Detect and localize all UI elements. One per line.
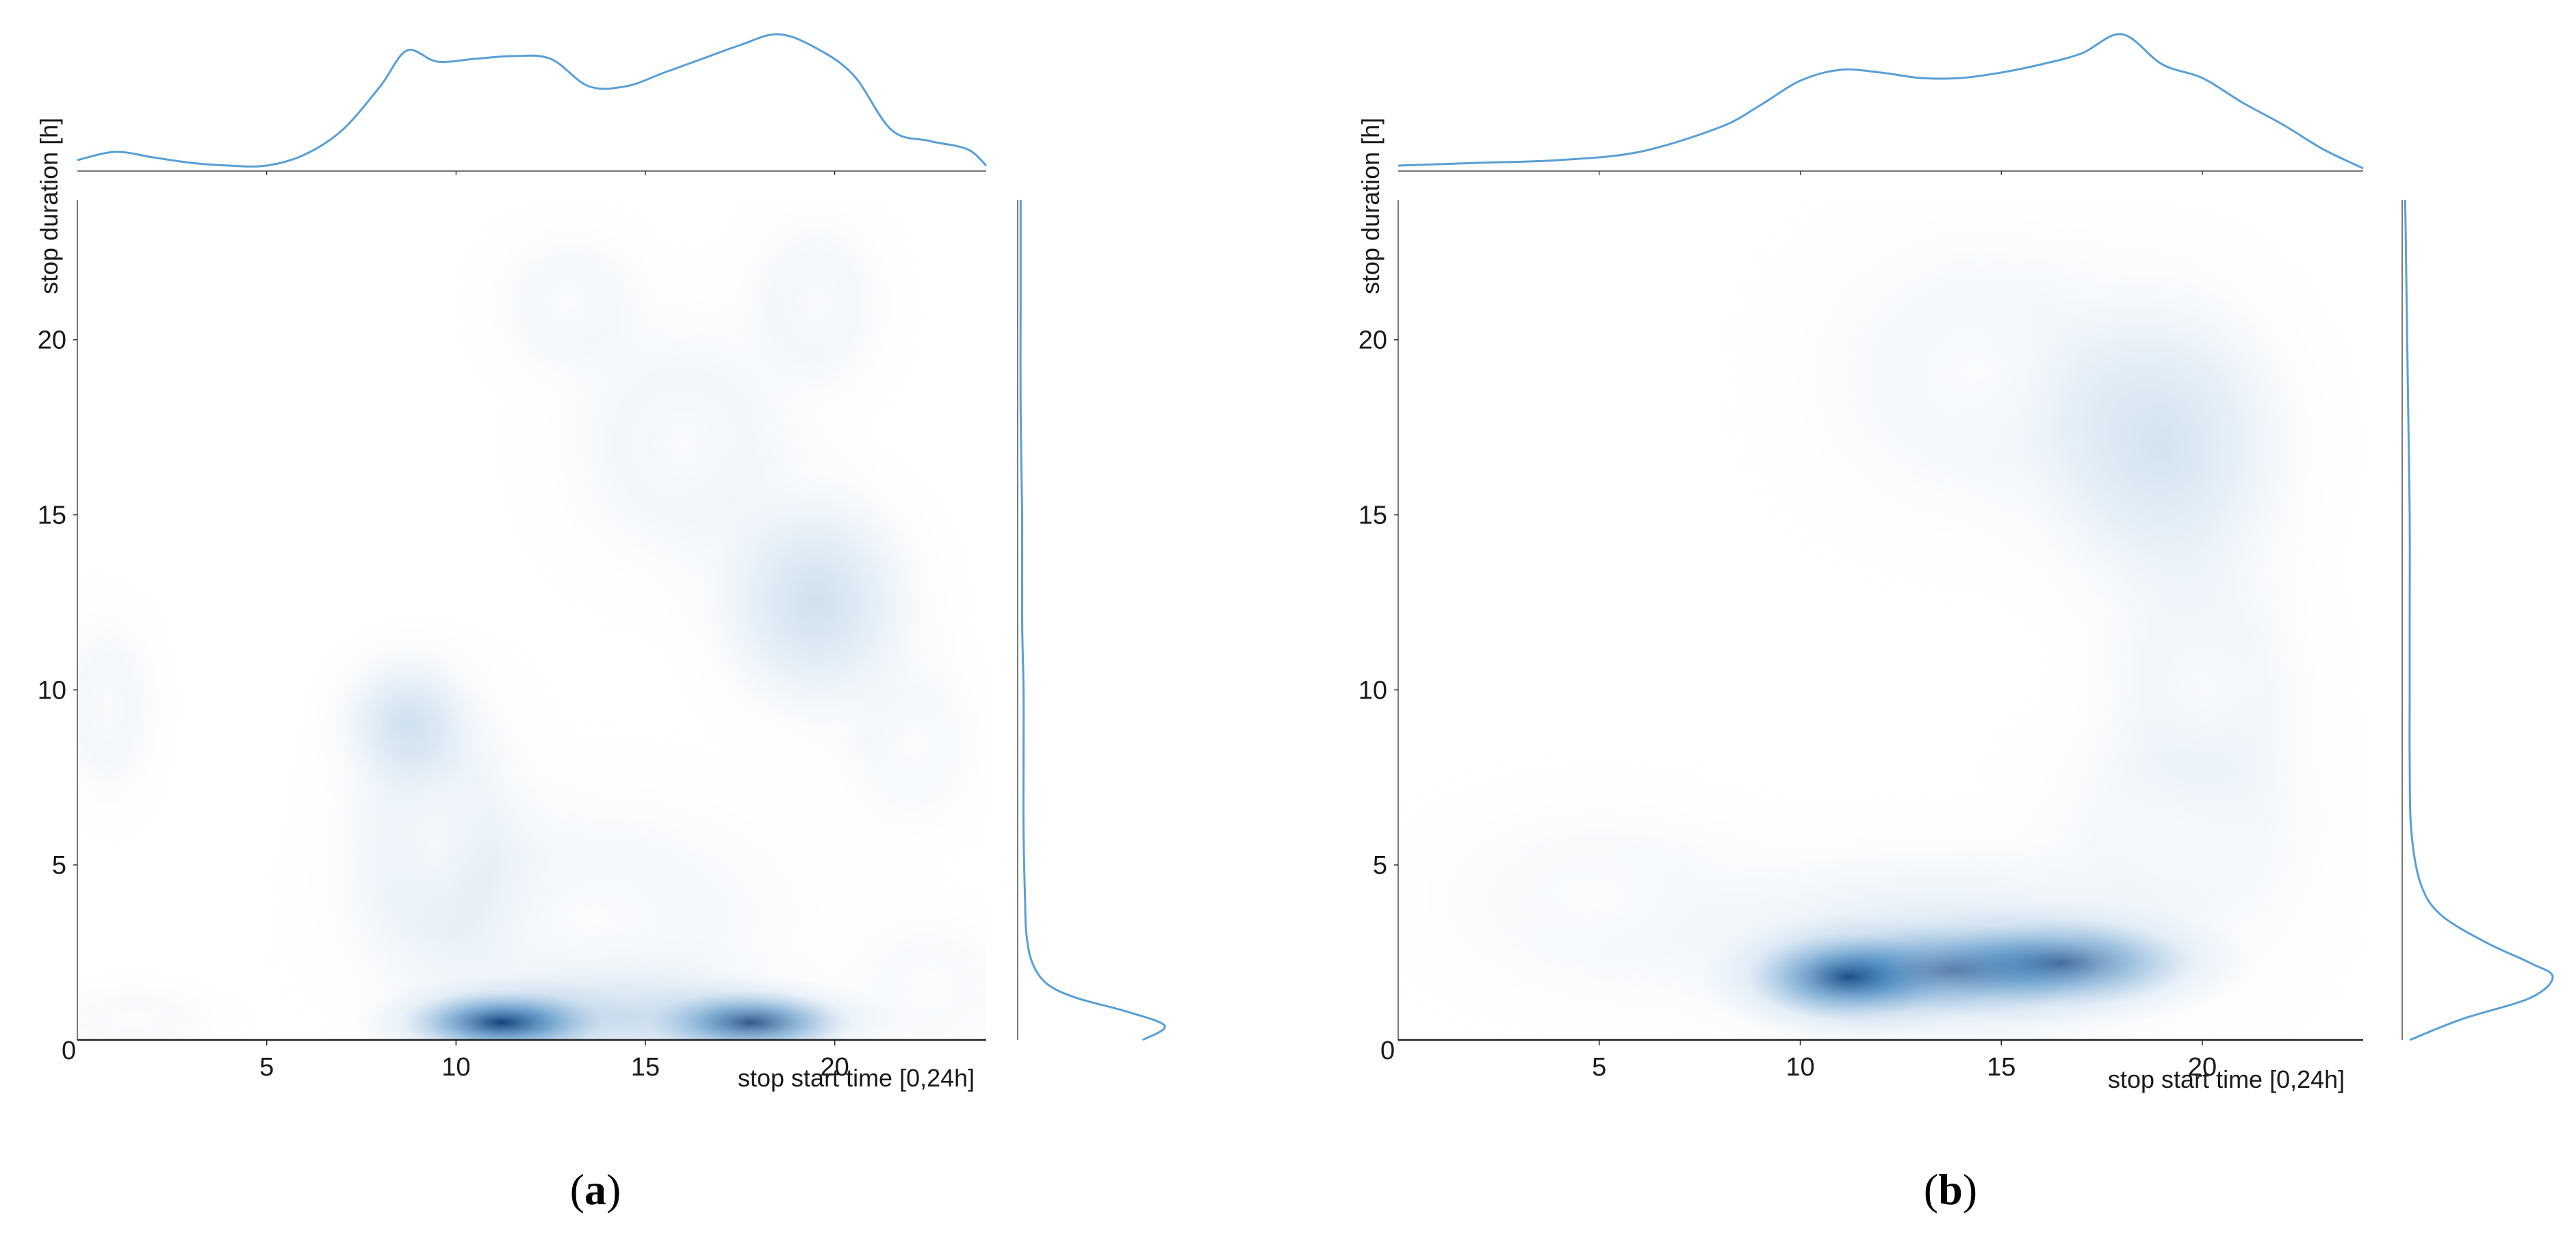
x-tick-label: 20 [2188, 1053, 2217, 1082]
y-tick-label: 20 [38, 326, 66, 355]
y-tick-label: 5 [52, 851, 66, 880]
x-axis-title-a: stop start time [0,24h] [738, 1064, 975, 1092]
marginal-x-curve-b [1398, 33, 2364, 170]
density-blob [77, 960, 271, 1040]
density-blob [224, 707, 953, 1040]
density-layer-a [77, 200, 986, 1040]
panel-a: 5 10 15 20 5 10 15 20 0 stop start time [0,24h… [35, 33, 1166, 1214]
caption-b: (b) [1924, 1165, 1977, 1214]
y-ticks-b: 5 10 15 20 [1358, 326, 1398, 880]
y-tick-label: 20 [1358, 326, 1387, 355]
x-ticks-b: 5 10 15 20 [1592, 1040, 2217, 1082]
x-tick-label: 15 [631, 1053, 660, 1082]
density-blob [697, 200, 934, 456]
density-blob [77, 556, 190, 859]
y-tick-label: 15 [38, 502, 66, 530]
y-tick-label: 10 [1358, 676, 1387, 705]
density-blob [1941, 620, 2363, 1040]
y-tick-label: 15 [1358, 502, 1387, 530]
x-axis-title-b: stop start time [0,24h] [2108, 1065, 2345, 1093]
x-tick-label: 20 [821, 1053, 849, 1082]
y-axis-title-a: stop duration [h] [35, 118, 63, 294]
density-layer-b [1398, 200, 2363, 1040]
x-ticks-a: 5 10 15 20 [259, 1040, 849, 1082]
panel-b: 5 10 15 20 5 10 15 20 0 stop start time [0,24h… [1356, 33, 2554, 1214]
x-tick-label: 5 [259, 1053, 274, 1082]
marginal-y-curve-b [2404, 199, 2554, 1041]
y-ticks-a: 5 10 15 20 [38, 326, 77, 880]
y-axis-title-b: stop duration [h] [1356, 118, 1384, 294]
marginal-y-curve-a [1019, 200, 1166, 1041]
x-tick-label: 10 [1786, 1053, 1814, 1082]
marginal-x-ticks-a [266, 171, 836, 175]
density-blob [793, 861, 986, 1040]
x-tick-label: 10 [441, 1053, 470, 1082]
x-origin-label-b: 0 [1380, 1037, 1395, 1065]
caption-a: (a) [570, 1165, 621, 1214]
marginal-x-curve-a [77, 33, 988, 168]
y-tick-label: 5 [1373, 851, 1387, 880]
density-blob [792, 591, 986, 894]
density-blob [1398, 731, 1889, 1040]
x-tick-label: 15 [1987, 1053, 2015, 1082]
density-blob [442, 200, 697, 431]
x-origin-label-a: 0 [62, 1037, 76, 1065]
y-tick-label: 10 [38, 676, 66, 705]
marginal-x-ticks-b [1599, 171, 2203, 175]
x-tick-label: 5 [1592, 1053, 1606, 1082]
